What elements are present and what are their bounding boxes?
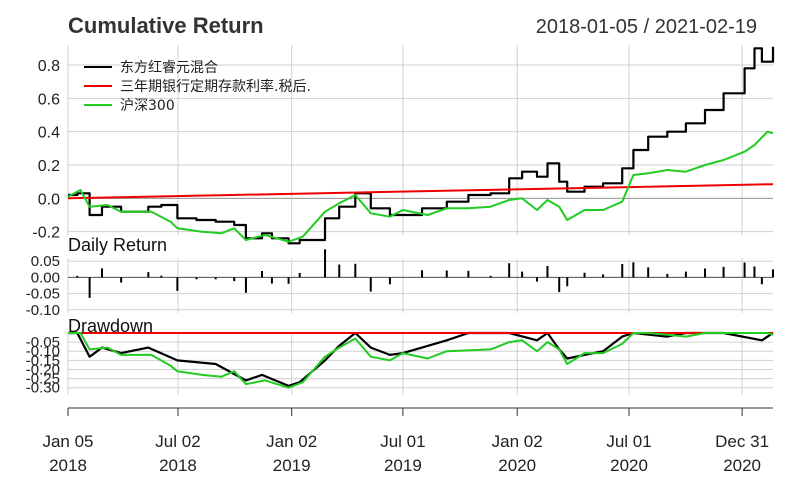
y-tick-label-cumulative-0: 0.8 [38, 58, 60, 75]
date-range: 2018-01-05 / 2021-02-19 [536, 16, 757, 38]
x-tick-year-2: 2019 [273, 456, 311, 475]
y-tick-label-drawdown-5: -0.30 [26, 380, 60, 397]
y-tick-label-cumulative-1: 0.6 [38, 91, 60, 108]
x-tick-year-1: 2018 [159, 456, 197, 475]
x-tick-label-4: Jan 02 [492, 432, 543, 451]
y-tick-label-drawdown-4: -0.25 [26, 371, 60, 388]
y-tick-label-drawdown-1: -0.10 [26, 343, 60, 360]
grid [67, 45, 773, 395]
daily-return-title: Daily Return [68, 235, 167, 255]
series-layer [67, 46, 775, 389]
series-line-cumulative-2 [67, 130, 774, 243]
x-tick-label-3: Jul 01 [380, 432, 425, 451]
series-line-cumulative-0 [68, 46, 775, 245]
y-tick-label-daily-0: 0.05 [31, 253, 60, 270]
series-line-drawdown-0 [68, 331, 774, 387]
x-tick-year-0: 2018 [49, 456, 87, 475]
y-tick-label-daily-3: -0.10 [26, 302, 60, 319]
y-tick-label-cumulative-5: -0.2 [32, 225, 60, 242]
y-tick-label-drawdown-0: -0.05 [26, 334, 60, 351]
series-line-cumulative-1 [67, 183, 774, 200]
y-tick-label-daily-2: -0.05 [26, 286, 60, 303]
x-tick-year-4: 2020 [498, 456, 536, 475]
x-tick-label-0: Jan 05 [42, 432, 93, 451]
y-tick-label-cumulative-4: 0.0 [38, 191, 60, 208]
axes: Jan 05 2018 Jul 02 2018 Jan 02 2019 Jul 01 2019… [26, 58, 773, 475]
y-tick-label-daily-1: 0.00 [31, 269, 60, 286]
series-line-drawdown-2 [68, 332, 774, 389]
x-tick-year-5: 2020 [610, 456, 648, 475]
y-tick-label-drawdown-2: -0.15 [26, 352, 60, 369]
x-tick-year-6: 2020 [723, 456, 761, 475]
y-tick-label-drawdown-3: -0.20 [26, 361, 60, 378]
x-tick-label-2: Jan 02 [266, 432, 317, 451]
x-tick-label-1: Jul 02 [155, 432, 200, 451]
legend-label-0: 东方红睿元混合 [120, 60, 218, 76]
drawdown-title: Drawdown [68, 316, 153, 336]
x-tick-year-3: 2019 [384, 456, 422, 475]
daily-return-bars [76, 249, 774, 298]
y-tick-label-cumulative-2: 0.4 [38, 125, 60, 142]
chart-title: Cumulative Return [68, 13, 264, 38]
legend-label-1: 三年期银行定期存款利率.税后. [120, 78, 311, 95]
x-tick-label-6: Dec 31 [715, 432, 769, 451]
legend-label-2: 沪深300 [120, 98, 175, 114]
y-tick-label-cumulative-3: 0.2 [38, 158, 60, 175]
x-tick-label-5: Jul 01 [606, 432, 651, 451]
